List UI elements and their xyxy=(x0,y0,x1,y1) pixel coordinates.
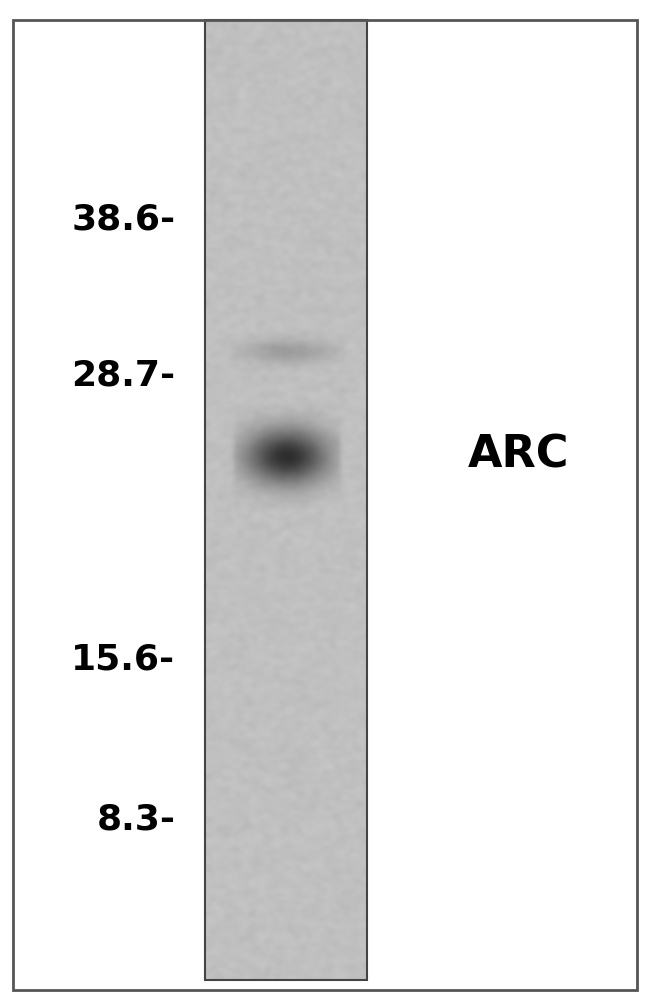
Text: 38.6-: 38.6- xyxy=(72,203,176,237)
Text: 15.6-: 15.6- xyxy=(72,643,176,677)
Bar xyxy=(205,20,367,980)
Text: 28.7-: 28.7- xyxy=(72,358,176,392)
Text: ARC: ARC xyxy=(468,434,569,477)
Text: 8.3-: 8.3- xyxy=(96,803,176,837)
